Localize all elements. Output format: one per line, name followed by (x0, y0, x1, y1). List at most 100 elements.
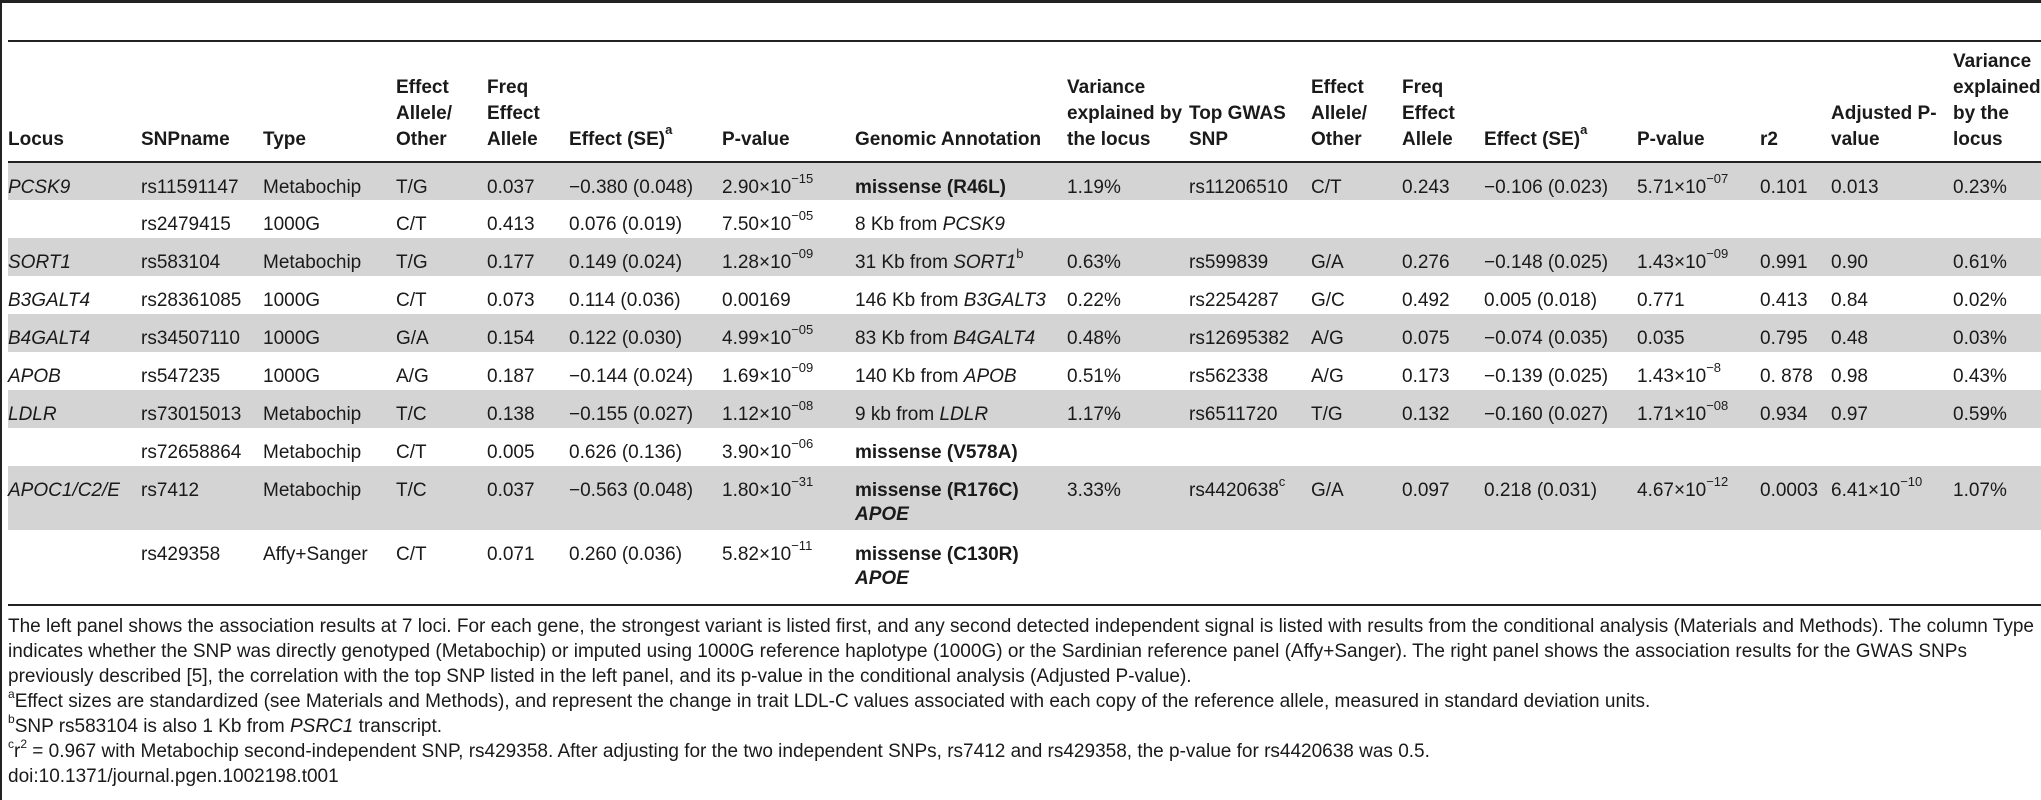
cell-variance: 1.19% (1067, 162, 1189, 200)
cell-effect-allele: C/T (396, 214, 427, 235)
cell-gwas-effect-se: −0.106 (0.023) (1484, 162, 1637, 200)
cell-effect-allele: G/A (396, 314, 487, 352)
cell-annotation: missense (R176C) APOE (855, 466, 1067, 530)
cell-effect-allele: C/T (396, 544, 427, 565)
cell-gwas-freq: 0.243 (1402, 162, 1484, 200)
col-header-variance: Variance explained by the locus (1067, 77, 1183, 150)
cell-adjusted-p: 6.41×10−10 (1831, 466, 1953, 530)
cell-gwas-variance: 0.02% (1953, 290, 2007, 311)
cell-r2: 0.413 (1760, 290, 1808, 311)
cell-freq: 0.154 (487, 314, 569, 352)
cell-annotation: 140 Kb from APOB (855, 366, 1017, 387)
cell-variance: 0.22% (1067, 290, 1121, 311)
cell-effect-se: −0.144 (0.024) (569, 366, 694, 387)
cell-annotation: missense (C130R) APOE (855, 544, 1019, 589)
table-row: LDLR rs73015013 Metabochip T/C 0.138 −0.155 (… (8, 390, 2041, 428)
cell-gwas-pvalue: 0.035 (1637, 314, 1760, 352)
cell-pvalue: 7.50×10−05 (722, 208, 814, 235)
cell-variance (1067, 200, 1189, 238)
cell-type: 1000G (263, 314, 396, 352)
cell-gwas-variance (1953, 200, 2041, 238)
cell-gwas-pvalue (1637, 200, 1760, 238)
cell-r2: 0.101 (1760, 162, 1831, 200)
cell-adjusted-p: 0.013 (1831, 162, 1953, 200)
col-header-effect-se: Effect (SE)a (569, 122, 673, 150)
cell-snpname: rs583104 (141, 238, 263, 276)
col-header-annotation: Genomic Annotation (855, 129, 1042, 150)
cell-type: 1000G (263, 366, 321, 387)
cell-adjusted-p: 0.90 (1831, 238, 1953, 276)
cell-gwas-effect-se: −0.139 (0.025) (1484, 366, 1609, 387)
cell-effect-se: 0.076 (0.019) (569, 214, 683, 235)
cell-pvalue: 5.82×10−11 (722, 538, 813, 565)
table-row: PCSK9 rs11591147 Metabochip T/G 0.037 −0.380 … (8, 162, 2041, 200)
cell-gwas-snp: rs12695382 (1189, 314, 1311, 352)
col-header-adjusted-p: Adjusted P-value (1831, 103, 1937, 150)
cell-pvalue: 3.90×10−06 (722, 436, 814, 463)
cell-locus (8, 428, 141, 466)
cell-effect-se: −0.380 (0.048) (569, 162, 722, 200)
col-header-type: Type (263, 129, 306, 150)
cell-gwas-pvalue: 1.43×10−8 (1637, 360, 1722, 387)
cell-gwas-variance: 1.07% (1953, 466, 2041, 530)
cell-effect-allele: T/G (396, 162, 487, 200)
cell-gwas-effect-allele: G/C (1311, 290, 1345, 311)
cell-pvalue: 1.28×10−09 (722, 238, 855, 276)
cell-gwas-pvalue (1637, 530, 1760, 594)
table-row: SORT1 rs583104 Metabochip T/G 0.177 0.149 (0.… (8, 238, 2041, 276)
cell-freq: 0.177 (487, 238, 569, 276)
cell-r2 (1760, 530, 1831, 594)
cell-r2: 0.0003 (1760, 466, 1831, 530)
cell-type: Metabochip (263, 162, 396, 200)
cell-gwas-snp (1189, 530, 1311, 594)
cell-gwas-snp: rs6511720 (1189, 390, 1311, 428)
cell-pvalue: 1.69×10−09 (722, 360, 814, 387)
cell-gwas-variance (1953, 530, 2041, 594)
cell-gwas-effect-allele: A/G (1311, 314, 1402, 352)
cell-effect-allele: T/C (396, 466, 487, 530)
cell-pvalue: 0.00169 (722, 290, 791, 311)
cell-locus (8, 530, 141, 594)
cell-snpname: rs7412 (141, 466, 263, 530)
col-header-gwas-effect-se: Effect (SE)a (1484, 122, 1588, 150)
table-row: APOC1/C2/E rs7412 Metabochip T/C 0.037 −0.563… (8, 466, 2041, 530)
header-top-rule (8, 40, 2041, 42)
cell-variance: 3.33% (1067, 466, 1189, 530)
cell-annotation: missense (R46L) (855, 162, 1067, 200)
cell-freq: 0.071 (487, 544, 535, 565)
col-header-gwas-variance: Variance explained by the locus (1953, 51, 2041, 150)
cell-locus: APOC1/C2/E (8, 466, 141, 530)
cell-annotation: 9 kb from LDLR (855, 390, 1067, 428)
cell-gwas-pvalue (1637, 428, 1760, 466)
cell-adjusted-p (1831, 200, 1953, 238)
cell-gwas-variance: 0.23% (1953, 162, 2041, 200)
table-row: rs429358 Affy+Sanger C/T 0.071 0.260 (0.036)… (8, 530, 2041, 594)
cell-gwas-pvalue: 4.67×10−12 (1637, 466, 1760, 530)
cell-adjusted-p: 0.98 (1831, 366, 1868, 387)
cell-type: Metabochip (263, 466, 396, 530)
table-row: APOB rs547235 1000G A/G 0.187 −0.144 (0.024) 1… (8, 352, 2041, 390)
col-header-snpname: SNPname (141, 129, 230, 150)
cell-gwas-effect-se: −0.148 (0.025) (1484, 238, 1637, 276)
cell-freq: 0.138 (487, 390, 569, 428)
col-header-gwas-pvalue: P-value (1637, 129, 1705, 150)
cell-type: 1000G (263, 214, 321, 235)
col-header-freq: Freq Effect Allele (487, 77, 540, 150)
cell-pvalue: 1.80×10−31 (722, 466, 855, 530)
cell-effect-se: −0.563 (0.048) (569, 466, 722, 530)
col-header-r2: r2 (1760, 129, 1778, 150)
cell-type: Metabochip (263, 442, 362, 463)
table-row: rs2479415 1000G C/T 0.413 0.076 (0.019) 7.50×… (8, 200, 2041, 238)
cell-r2 (1760, 428, 1831, 466)
col-header-gwas-freq: Freq Effect Allele (1402, 77, 1455, 150)
cell-variance: 0.48% (1067, 314, 1189, 352)
cell-gwas-snp: rs562338 (1189, 366, 1269, 387)
cell-snpname: rs73015013 (141, 390, 263, 428)
cell-gwas-freq (1402, 200, 1484, 238)
cell-r2: 0.991 (1760, 238, 1831, 276)
table-row: rs72658864 Metabochip C/T 0.005 0.626 (0.136… (8, 428, 2041, 466)
col-header-locus: Locus (8, 129, 64, 150)
cell-locus: B3GALT4 (8, 290, 91, 311)
cell-gwas-effect-allele (1311, 530, 1402, 594)
results-table: Locus SNPname Type Effect Allele/ Other … (8, 42, 2041, 594)
